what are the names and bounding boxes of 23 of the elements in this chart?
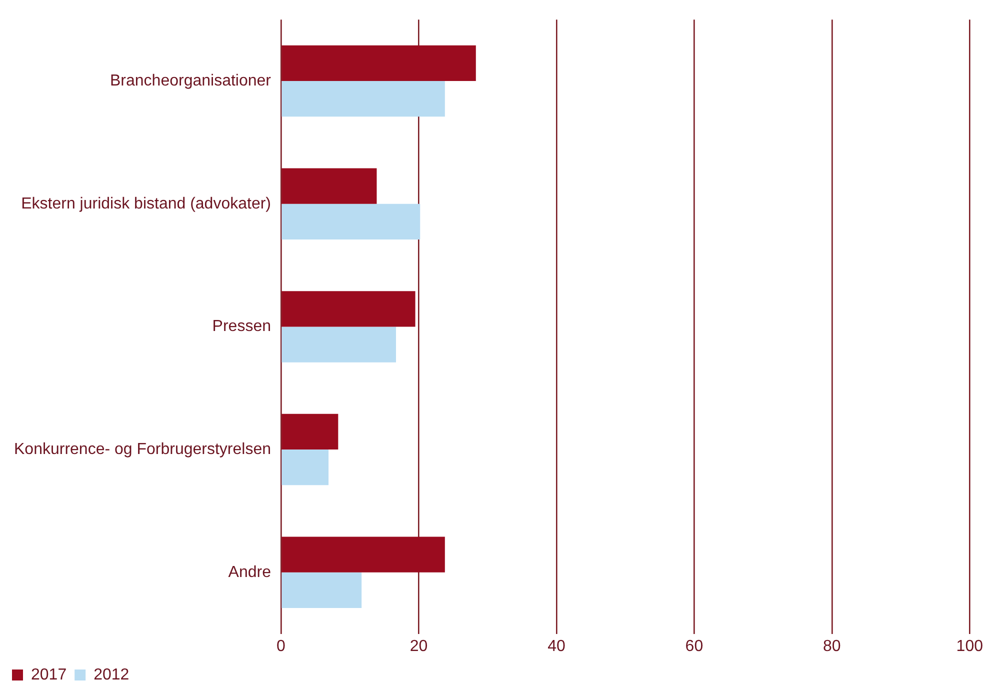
- y-tick-label: Brancheorganisationer: [110, 72, 272, 90]
- x-tick-label: 100: [956, 638, 984, 655]
- bar: [282, 204, 420, 240]
- y-tick-label: Andre: [228, 564, 272, 581]
- bar: [282, 572, 362, 608]
- bar: [282, 450, 329, 486]
- legend-label: 2012: [94, 666, 130, 684]
- y-tick-label: Konkurrence- og Forbrugerstyrelsen: [14, 440, 272, 458]
- y-tick-label: Ekstern juridisk bistand (advokater): [21, 195, 272, 212]
- x-tick-label: 0: [276, 638, 286, 655]
- legend-label: 2017: [31, 666, 67, 684]
- bar: [282, 81, 445, 117]
- bar: [282, 536, 445, 572]
- bar: [282, 326, 396, 362]
- x-tick-label: 20: [410, 638, 428, 655]
- x-tick-label: 60: [685, 638, 704, 655]
- bar: [282, 291, 416, 327]
- bar: [282, 168, 377, 204]
- bar: [282, 414, 338, 450]
- bar: [282, 45, 476, 82]
- y-tick-label: Pressen: [212, 318, 272, 336]
- x-tick-label: 80: [823, 638, 841, 655]
- x-tick-label: 40: [548, 638, 566, 655]
